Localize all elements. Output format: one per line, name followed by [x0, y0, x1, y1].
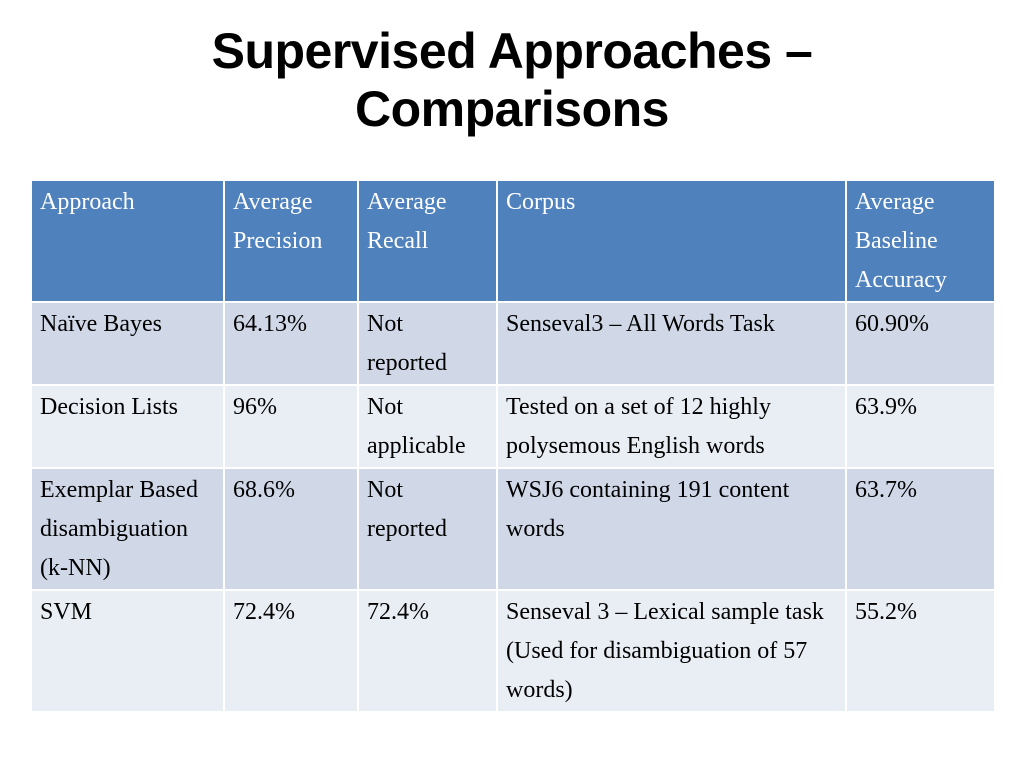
cell-baseline-accuracy: 63.7%: [845, 467, 996, 591]
header-average-recall: Average Recall: [357, 179, 498, 303]
table-row: Decision Lists 96% Not applicable Tested…: [30, 384, 996, 469]
cell-baseline-accuracy: 63.9%: [845, 384, 996, 469]
slide-title: Supervised Approaches – Comparisons: [0, 22, 1024, 138]
cell-precision: 72.4%: [223, 589, 359, 713]
cell-approach: Naïve Bayes: [30, 301, 225, 386]
header-approach: Approach: [30, 179, 225, 303]
table-header-row: Approach Average Precision Average Recal…: [30, 179, 996, 303]
cell-precision: 68.6%: [223, 467, 359, 591]
comparison-table: Approach Average Precision Average Recal…: [30, 179, 996, 713]
cell-baseline-accuracy: 55.2%: [845, 589, 996, 713]
cell-precision: 96%: [223, 384, 359, 469]
cell-approach: Exemplar Based disambiguation (k-NN): [30, 467, 225, 591]
cell-corpus: Senseval3 – All Words Task: [496, 301, 847, 386]
table-row: Exemplar Based disambiguation (k-NN) 68.…: [30, 467, 996, 591]
slide-title-line-1: Supervised Approaches –: [211, 23, 813, 79]
cell-approach: Decision Lists: [30, 384, 225, 469]
header-average-precision: Average Precision: [223, 179, 359, 303]
header-corpus: Corpus: [496, 179, 847, 303]
cell-recall: Not reported: [357, 467, 498, 591]
cell-corpus: Tested on a set of 12 highly polysemous …: [496, 384, 847, 469]
cell-recall: 72.4%: [357, 589, 498, 713]
cell-recall: Not reported: [357, 301, 498, 386]
table-row: SVM 72.4% 72.4% Senseval 3 – Lexical sam…: [30, 589, 996, 713]
table-row: Naïve Bayes 64.13% Not reported Senseval…: [30, 301, 996, 386]
cell-approach: SVM: [30, 589, 225, 713]
cell-corpus: Senseval 3 – Lexical sample task (Used f…: [496, 589, 847, 713]
header-average-baseline-accuracy: Average Baseline Accuracy: [845, 179, 996, 303]
cell-corpus: WSJ6 containing 191 content words: [496, 467, 847, 591]
cell-precision: 64.13%: [223, 301, 359, 386]
slide-title-line-2: Comparisons: [354, 81, 670, 137]
cell-recall: Not applicable: [357, 384, 498, 469]
cell-baseline-accuracy: 60.90%: [845, 301, 996, 386]
